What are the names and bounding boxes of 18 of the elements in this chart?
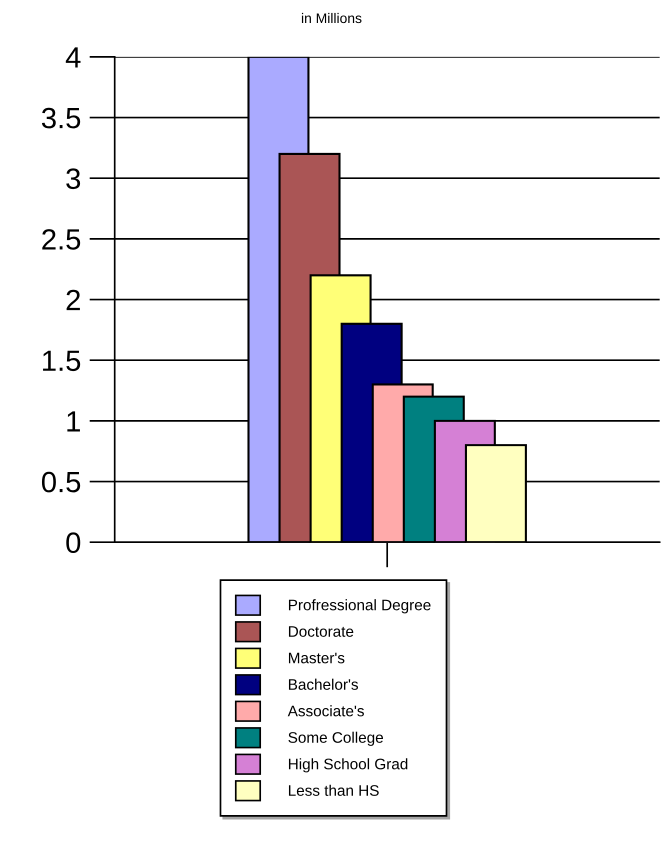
y-tick-label: 0.5 [42,472,80,492]
y-tick-label: 2.5 [42,229,80,250]
y-tick-label: 4 [66,47,81,68]
legend-label: Profressional Degree [288,599,431,614]
y-tick-label: 3.5 [42,108,80,128]
y-tick-label: 0 [66,532,80,554]
legend-label: Bachelor's [288,678,358,690]
legend-label: High School Grad [288,758,408,772]
legend-label: Some College [288,732,383,746]
y-tick-label: 1 [67,411,80,432]
y-tick-label: 3 [66,168,80,190]
legend-label: Master's [288,652,344,664]
chart-title: in Millions [302,12,362,24]
y-tick-label: 1.5 [43,350,80,372]
legend-label: Less than HS [288,784,379,796]
y-tick-label: 2 [66,290,80,310]
legend-label: Associate's [288,705,364,716]
legend-label: Doctorate [288,626,354,637]
